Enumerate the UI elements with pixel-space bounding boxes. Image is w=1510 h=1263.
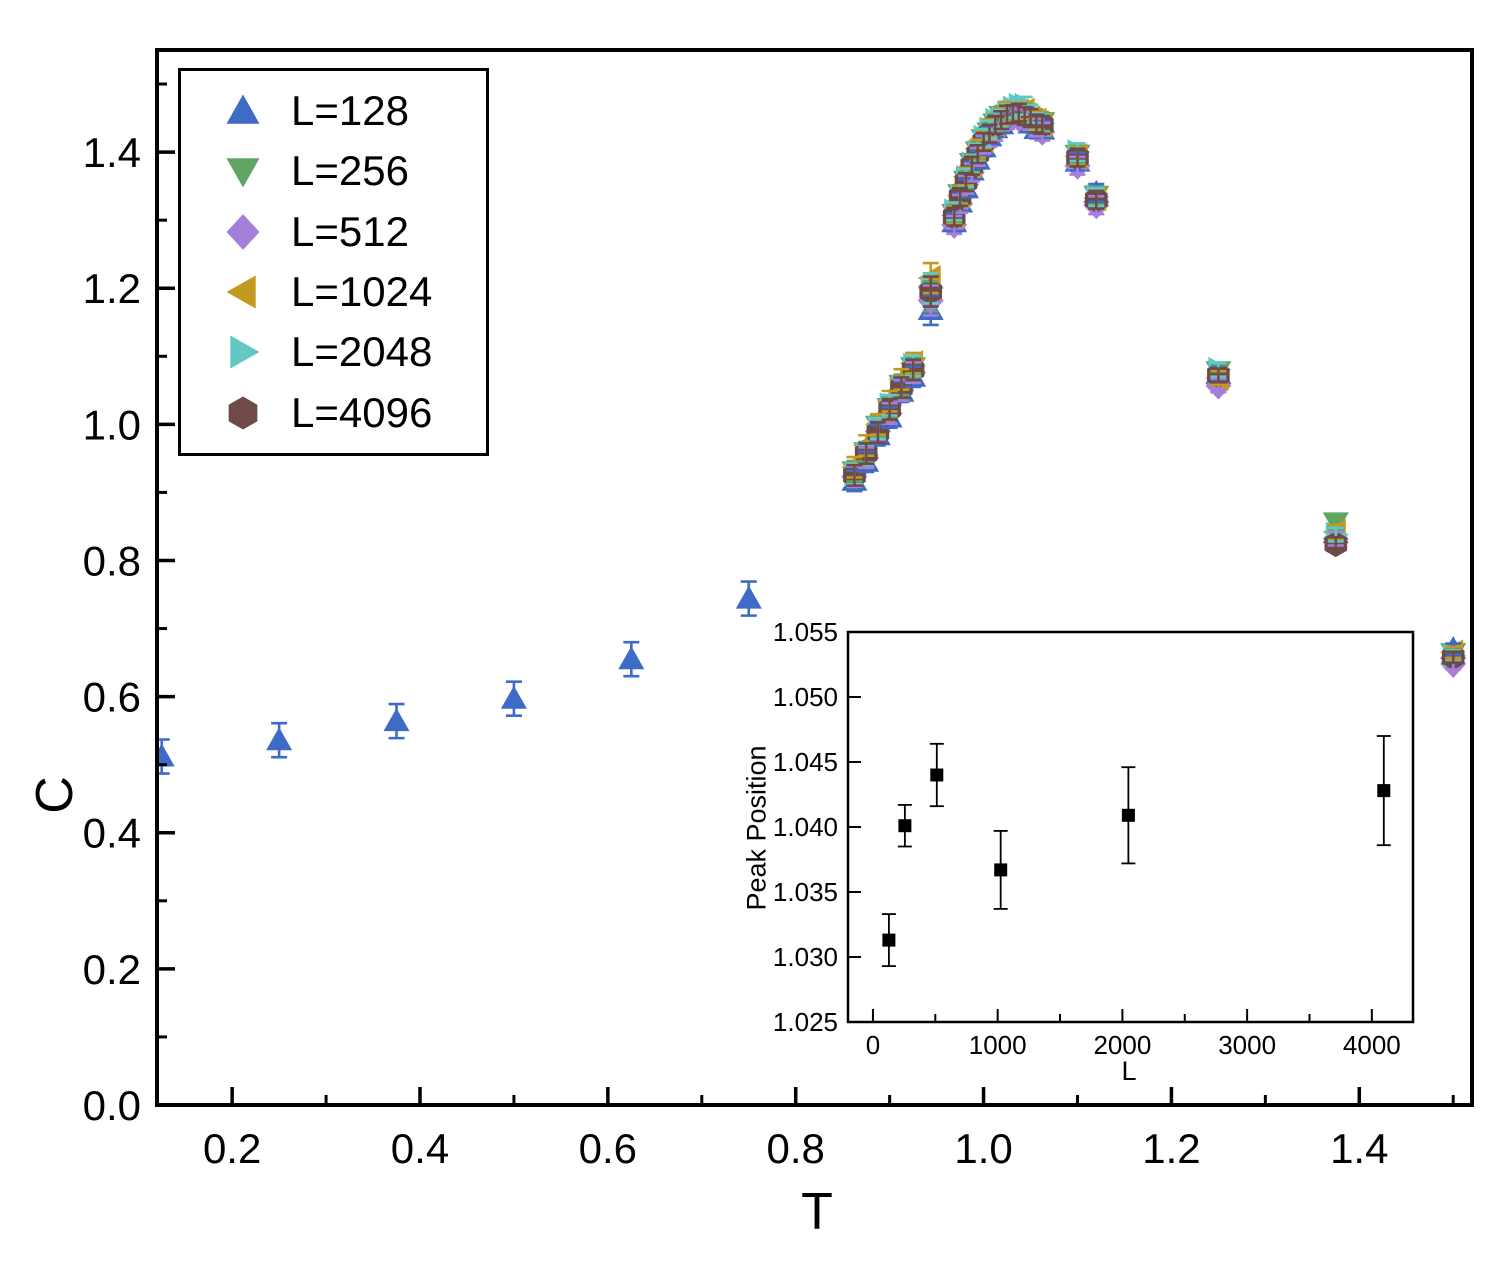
inset-data-point xyxy=(994,863,1008,877)
inset-chart: 0 1000 2000 3000 4000 1.025 1.030 1.035 1.040 1.0… xyxy=(773,617,1415,1060)
inset-data-point xyxy=(930,768,944,782)
legend-marker-triangle-up-icon xyxy=(226,94,260,124)
legend-marker-triangle-left-icon xyxy=(226,275,256,309)
legend-item: L=128 xyxy=(221,90,486,132)
main-error-bars xyxy=(157,95,1462,775)
legend-item-label: L=4096 xyxy=(291,388,433,436)
inset-y-tick-label: 1.055 xyxy=(773,617,838,647)
x-tick-label: 0.8 xyxy=(767,1125,825,1172)
x-tick-label: 1.0 xyxy=(954,1125,1012,1172)
inset-data-point xyxy=(1377,784,1391,798)
legend-item-label: L=256 xyxy=(291,147,409,195)
inset-x-tick-label: 2000 xyxy=(1093,1030,1151,1060)
x-tick-label: 0.2 xyxy=(203,1125,261,1172)
y-tick-label: 0.8 xyxy=(83,537,141,584)
y-axis-title-main: C xyxy=(26,776,84,814)
main-axes: 0.2 0.4 0.6 0.8 1.0 1.2 1.4 0.0 0.2 0.4 0.6 0.8 1.0 1… xyxy=(83,82,1455,1172)
legend-item: L=512 xyxy=(221,207,486,255)
main-plot-frame xyxy=(155,48,1474,1107)
inset-data-point xyxy=(1121,808,1135,822)
y-axis-title-inset: Peak Position xyxy=(741,745,772,911)
inset-plot-frame xyxy=(846,630,1415,1024)
legend-item-label: L=512 xyxy=(291,207,409,255)
legend-item-label: L=2048 xyxy=(291,328,433,376)
y-tick-label: 1.2 xyxy=(83,265,141,312)
inset-x-tick-label: 4000 xyxy=(1343,1030,1401,1060)
legend-marker-triangle-down-icon xyxy=(226,158,260,188)
y-tick-label: 0.4 xyxy=(83,810,141,857)
x-tick-label: 0.4 xyxy=(391,1125,449,1172)
inset-x-tick-label: 1000 xyxy=(969,1030,1027,1060)
inset-y-tick-label: 1.035 xyxy=(773,877,838,907)
y-tick-label: 1.4 xyxy=(83,129,141,176)
legend-item: L=256 xyxy=(221,150,486,192)
legend-item: L=1024 xyxy=(221,271,486,313)
inset-data-point xyxy=(882,933,896,947)
x-tick-label: 0.6 xyxy=(579,1125,637,1172)
legend-item: L=4096 xyxy=(221,388,486,436)
inset-y-tick-label: 1.025 xyxy=(773,1007,838,1037)
inset-y-tick-label: 1.040 xyxy=(773,812,838,842)
y-tick-label: 0.0 xyxy=(83,1082,141,1129)
legend-box: L=128 L=256 L=512 L=1024 L=2048 L=4096 xyxy=(178,68,489,456)
legend-marker-hexagon-icon xyxy=(228,396,258,430)
legend-item-label: L=128 xyxy=(291,87,409,135)
inset-x-tick-label: 0 xyxy=(866,1030,880,1060)
legend-item: L=2048 xyxy=(221,331,486,373)
x-axis-title-main: T xyxy=(801,1183,833,1241)
x-axis-title-inset: L xyxy=(1121,1056,1137,1086)
inset-y-tick-label: 1.050 xyxy=(773,682,838,712)
legend-marker-triangle-right-icon xyxy=(230,335,260,369)
y-tick-label: 1.0 xyxy=(83,401,141,448)
y-tick-label: 0.2 xyxy=(83,946,141,993)
legend-marker-diamond-icon xyxy=(226,213,260,250)
inset-y-tick-label: 1.030 xyxy=(773,942,838,972)
inset-y-tick-label: 1.045 xyxy=(773,747,838,777)
legend-item-label: L=1024 xyxy=(291,268,433,316)
inset-data-point xyxy=(898,819,912,833)
y-tick-label: 0.6 xyxy=(83,674,141,721)
x-tick-label: 1.4 xyxy=(1330,1125,1388,1172)
x-tick-label: 1.2 xyxy=(1142,1125,1200,1172)
inset-x-tick-label: 3000 xyxy=(1218,1030,1276,1060)
